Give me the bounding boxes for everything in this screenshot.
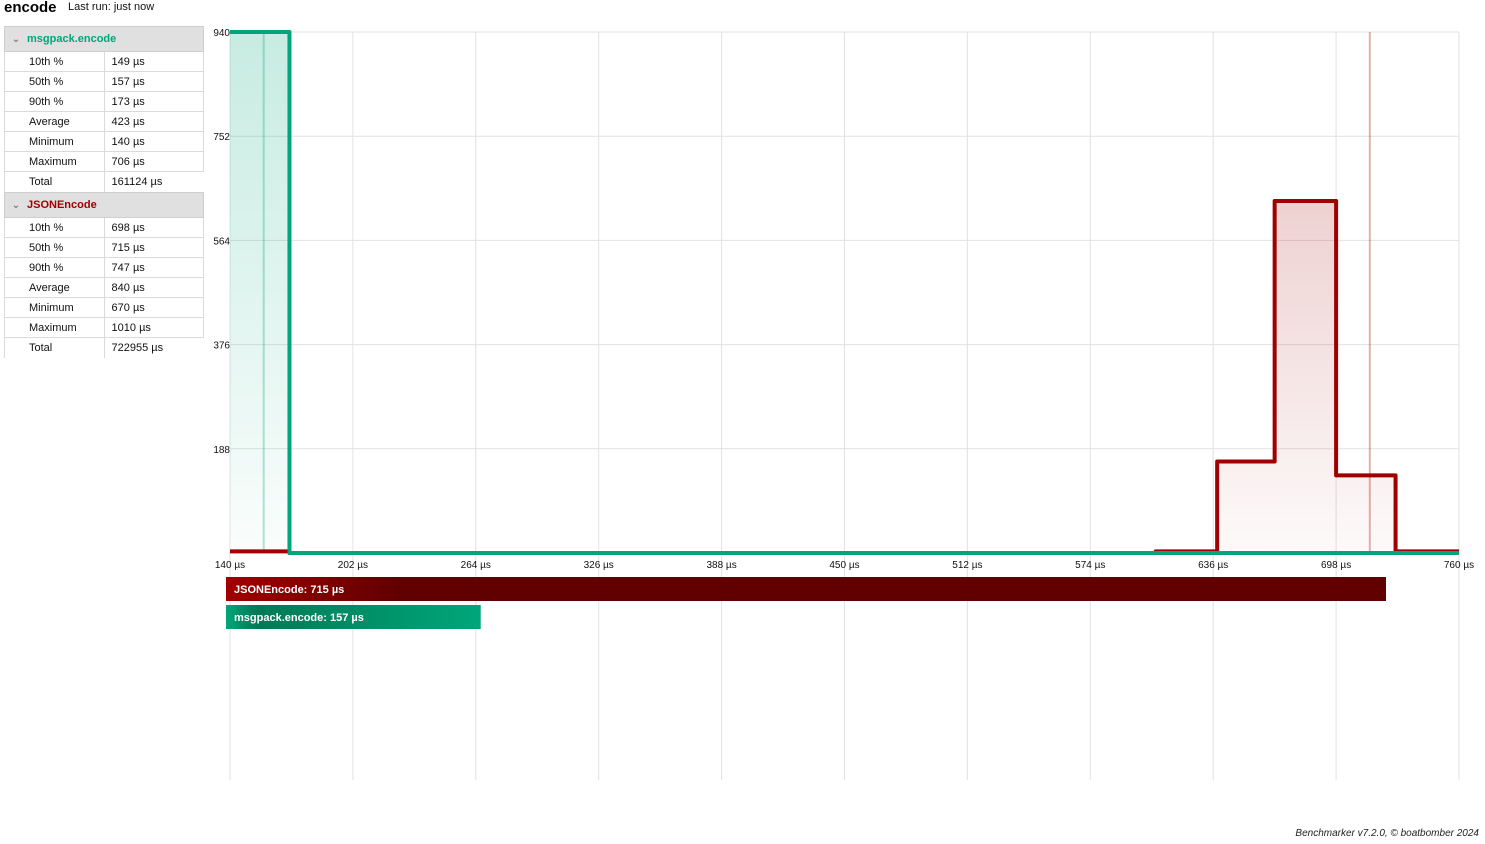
stat-value: 173 µs [104,92,204,112]
x-tick-label: 574 µs [1075,560,1105,571]
stat-row: Maximum 706 µs [4,152,204,172]
stat-row: Minimum 140 µs [4,132,204,152]
stat-row: Total 722955 µs [4,338,204,358]
stat-label: Total [5,172,105,192]
group-header-jsonencode[interactable]: ⌄ JSONEncode [4,192,204,218]
footer-credit: Benchmarker v7.2.0, © boatbomber 2024 [1295,828,1479,839]
median-bar-label: msgpack.encode: 157 µs [234,612,364,624]
stat-label: Maximum [5,318,105,338]
stat-value: 157 µs [104,72,204,92]
stat-value: 1010 µs [104,318,204,338]
report-title: encode [4,0,57,16]
group-title: msgpack.encode [27,33,117,45]
x-axis-ticks: 140 µs 202 µs 264 µs 326 µs 388 µs 450 µs 512 … [215,560,1474,571]
y-axis-ticks: 940 752 564 376 188 [213,28,230,456]
stat-row: 50th % 157 µs [4,72,204,92]
stat-label: Average [5,112,105,132]
series-line-msgpack.encode [230,30,1459,555]
x-tick-label: 760 µs [1444,560,1474,571]
median-bar [226,577,1386,601]
stat-label: Total [5,338,105,358]
stat-label: 90th % [5,92,105,112]
stat-value: 698 µs [104,218,204,238]
group-header-msgpack[interactable]: ⌄ msgpack.encode [4,26,204,52]
stat-label: 50th % [5,238,105,258]
x-tick-label: 264 µs [461,560,491,571]
x-tick-label: 140 µs [215,560,245,571]
stat-row: Average 840 µs [4,278,204,298]
median-bar [226,605,481,629]
stat-row: 10th % 149 µs [4,52,204,72]
group-msgpack: ⌄ msgpack.encode 10th % 149 µs 50th % 157 … [4,26,204,192]
stat-label: Minimum [5,298,105,318]
x-tick-label: 202 µs [338,560,368,571]
x-tick-label: 326 µs [584,560,614,571]
median-bars: JSONEncode: 715 µs msgpack.encode: 157 µs [226,577,1386,629]
stat-value: 747 µs [104,258,204,278]
stat-label: 50th % [5,72,105,92]
stat-row: Minimum 670 µs [4,298,204,318]
stat-label: 10th % [5,218,105,238]
x-tick-label: 636 µs [1198,560,1228,571]
stat-value: 670 µs [104,298,204,318]
stat-value: 149 µs [104,52,204,72]
stats-sidebar: ⌄ msgpack.encode 10th % 149 µs 50th % 157 … [4,26,204,358]
median-markers [262,32,1371,553]
stat-value: 722955 µs [111,342,164,354]
group-title: JSONEncode [27,199,97,211]
stat-label: Minimum [5,132,105,152]
stat-value: 840 µs [104,278,204,298]
last-run-text: Last run: just now [68,1,155,13]
stat-row: 10th % 698 µs [4,218,204,238]
stat-row: 90th % 173 µs [4,92,204,112]
stat-row: Maximum 1010 µs [4,318,204,338]
y-tick-label: 188 [213,445,230,456]
stat-row: 50th % 715 µs [4,238,204,258]
stat-value: 161124 µs [111,176,163,188]
stat-label: 90th % [5,258,105,278]
stat-label: Average [5,278,105,298]
x-tick-label: 698 µs [1321,560,1351,571]
series-lines [230,30,1459,555]
x-tick-label: 512 µs [952,560,982,571]
chevron-down-icon: ⌄ [11,33,21,45]
x-tick-label: 450 µs [829,560,859,571]
stat-label: Maximum [5,152,105,172]
group-jsonencode: ⌄ JSONEncode 10th % 698 µs 50th % 715 µs 9… [4,192,204,358]
stat-value: 140 µs [104,132,204,152]
y-tick-label: 940 [213,28,230,39]
y-tick-label: 564 [213,236,230,247]
stat-row: Total 161124 µs [4,172,204,192]
y-tick-label: 752 [213,132,230,143]
stat-row: 90th % 747 µs [4,258,204,278]
stat-value: 706 µs [104,152,204,172]
stat-label: 10th % [5,52,105,72]
stat-value: 423 µs [104,112,204,132]
y-tick-label: 376 [213,341,230,352]
histogram-chart: 940 752 564 376 188 140 µs 202 µs 264 µs 326 µs… [213,28,1474,780]
stat-row: Average 423 µs [4,112,204,132]
chevron-down-icon: ⌄ [11,199,21,211]
stat-value: 715 µs [104,238,204,258]
x-tick-label: 388 µs [706,560,736,571]
median-bar-label: JSONEncode: 715 µs [234,584,344,596]
